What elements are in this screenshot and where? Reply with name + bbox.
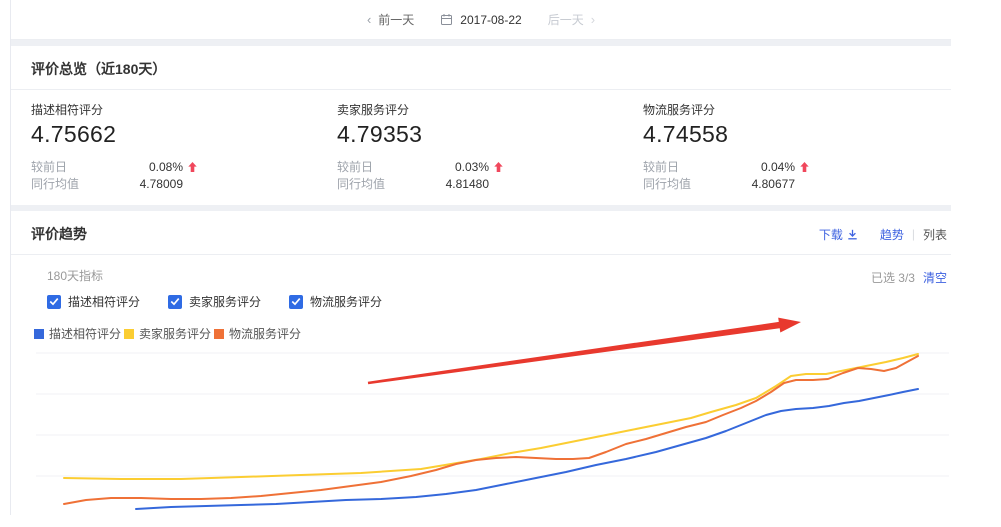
metric-seller-service-score: 卖家服务评分 4.79353 较前日 0.03% 同行均值 4.81480 [337,101,643,192]
current-date: 2017-08-22 [460,12,522,27]
clear-selection-button[interactable]: 清空 [922,271,947,285]
checkbox-item-logistics-service-score[interactable]: 物流服务评分 [289,293,382,310]
checkbox-checked-icon[interactable] [168,294,183,309]
prev-day-button[interactable]: ‹ 前一天 [367,11,414,28]
chevron-right-icon: › [590,12,596,27]
overview-card-header: 评价总览（近180天） [11,46,951,90]
chart-legend: 描述相符评分 卖家服务评分 物流服务评分 [11,325,951,342]
evaluation-trend-card: 评价趋势 下载 趋势 | 列表 [11,211,951,510]
metrics-row: 描述相符评分 4.75662 较前日 0.08% 同行均值 4.78009 [11,90,951,205]
metric-logistics-service-score: 物流服务评分 4.74558 较前日 0.04% 同行均值 4.80677 [643,101,949,192]
date-navigation-bar: ‹ 前一天 2017-08-22 后一天 › [11,0,951,40]
next-day-button[interactable]: 后一天 › [548,11,595,28]
overview-title: 评价总览（近180天） [31,61,167,77]
trend-title: 评价趋势 [31,226,87,242]
legend-item-description-score: 描述相符评分 [34,325,124,342]
metric-description-score: 描述相符评分 4.75662 较前日 0.08% 同行均值 4.78009 [31,101,337,192]
chevron-left-icon: ‹ [366,12,372,27]
section-gap [11,40,951,46]
peer-row: 同行均值 4.78009 [31,176,183,192]
trend-card-header: 评价趋势 下载 趋势 | 列表 [11,211,951,255]
trend-header-actions: 下载 趋势 | 列表 [819,226,947,243]
download-button[interactable]: 下载 [819,226,858,243]
series-line-2 [63,355,919,505]
legend-swatch-orange [214,328,224,339]
peer-row: 同行均值 4.80677 [643,176,795,192]
checkbox-checked-icon[interactable] [289,294,304,309]
view-trend-tab[interactable]: 趋势 [879,227,904,242]
indicator-filter: 180天指标 描述相符评分 卖家服务评分 [11,255,951,310]
metric-label: 卖家服务评分 [337,103,410,117]
series-line-0 [135,388,919,510]
prev-day-label: 前一天 [378,13,415,27]
metric-value: 4.75662 [31,121,117,147]
selected-count: 已选 3/3 [870,271,915,285]
compare-row: 较前日 0.04% [643,158,949,175]
legend-item-logistics-service-score: 物流服务评分 [214,325,304,342]
content-column: ‹ 前一天 2017-08-22 后一天 › 评价总览（近180天） [10,0,951,515]
annotation-arrow [367,317,801,385]
compare-row: 较前日 0.08% [31,158,337,175]
legend-swatch-yellow [124,328,134,339]
metric-label: 描述相符评分 [31,103,104,117]
up-arrow-icon [188,161,197,172]
filter-label: 180天指标 [47,269,104,283]
checkbox-item-description-score[interactable]: 描述相符评分 [47,293,140,310]
legend-item-seller-service-score: 卖家服务评分 [124,325,214,342]
checkbox-item-seller-service-score[interactable]: 卖家服务评分 [168,293,261,310]
metric-label: 物流服务评分 [643,103,716,117]
next-day-label: 后一天 [547,13,584,27]
view-separator: | [911,227,915,241]
compare-row: 较前日 0.03% [337,158,643,175]
checkbox-checked-icon[interactable] [47,294,61,309]
legend-swatch-blue [34,328,44,339]
checkbox-row: 描述相符评分 卖家服务评分 物流服务评分 [47,293,951,310]
selection-summary: 已选 3/3 清空 [871,269,947,286]
date-picker[interactable]: 2017-08-22 [440,12,522,27]
series-line-1 [63,353,919,480]
peer-row: 同行均值 4.81480 [337,176,489,192]
metric-value: 4.74558 [643,121,729,147]
view-switch: 趋势 | 列表 [880,226,947,243]
up-arrow-icon [800,161,809,172]
trend-chart-area[interactable] [11,312,952,527]
section-gap [11,205,951,211]
view-list-tab[interactable]: 列表 [922,227,947,242]
up-arrow-icon [494,161,503,172]
calendar-icon [440,13,453,26]
metric-value: 4.79353 [337,121,423,147]
evaluation-overview-card: 评价总览（近180天） 描述相符评分 4.75662 较前日 0.08% 同行均… [11,46,951,205]
trend-chart [36,317,949,510]
download-icon [847,229,858,240]
